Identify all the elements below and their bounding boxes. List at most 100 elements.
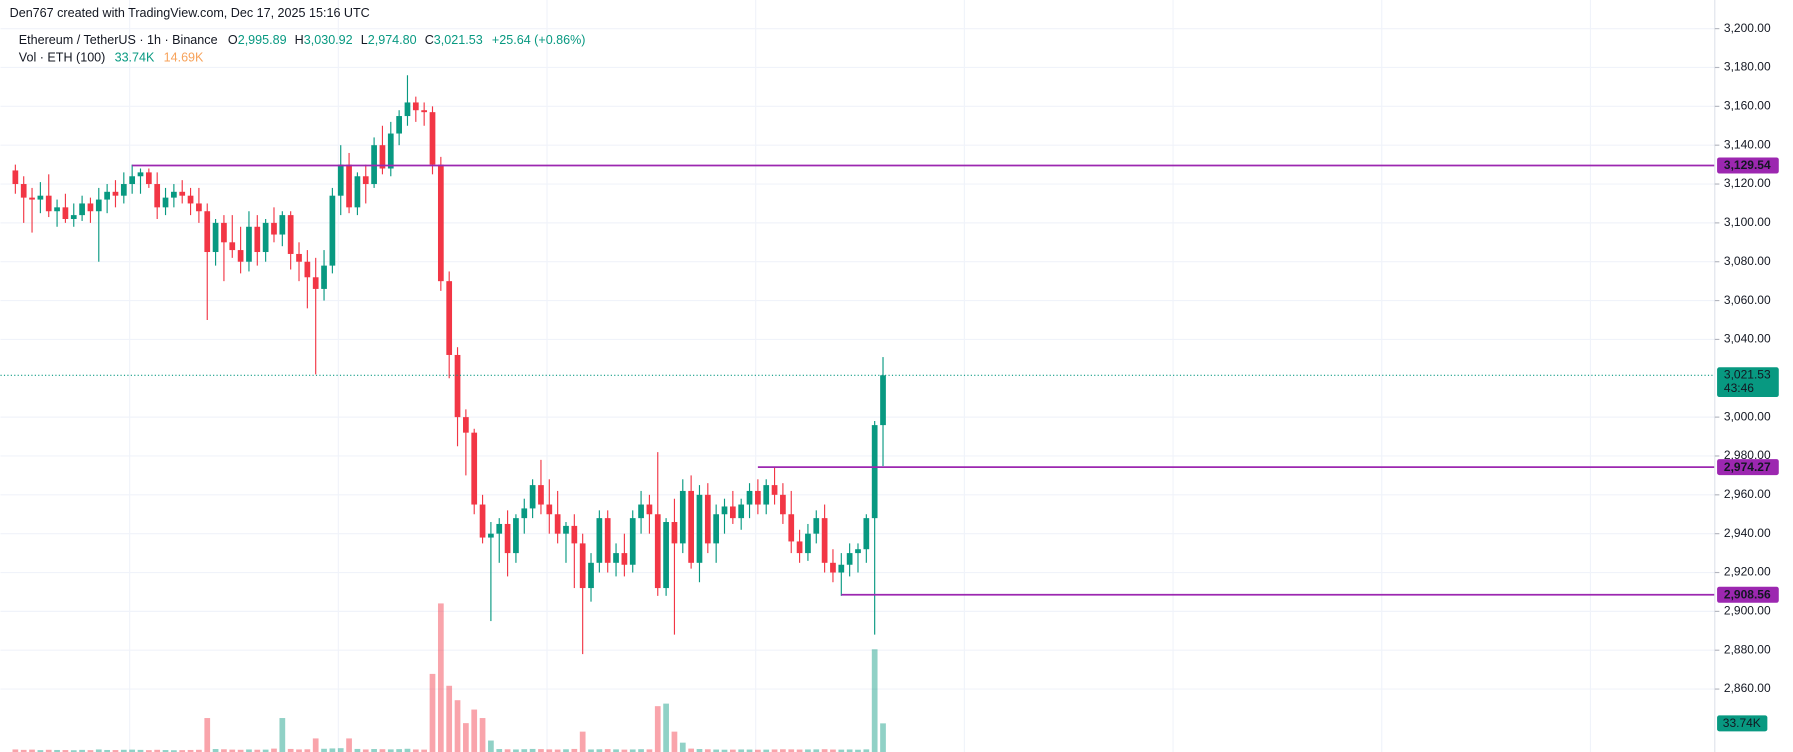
volume-bar — [371, 749, 377, 752]
candle-body — [579, 543, 586, 589]
volume-bar — [429, 673, 436, 752]
volume-bar — [463, 723, 469, 752]
candle-body — [246, 226, 252, 262]
candle-body — [813, 518, 820, 534]
candle-body — [479, 504, 486, 538]
candle-body — [396, 116, 402, 134]
volume-bar — [838, 749, 845, 752]
candle-body — [563, 525, 569, 534]
candle-body — [196, 203, 202, 212]
candle-body — [54, 207, 60, 212]
volume-bar — [629, 749, 636, 752]
candle-body — [504, 523, 511, 554]
y-tick-label: 2,940.00 — [1724, 526, 1771, 540]
volume-bar — [287, 748, 294, 752]
volume-title: Vol · ETH (100) — [19, 51, 106, 65]
candle-body — [120, 184, 127, 196]
level-tag — [1717, 459, 1779, 476]
candle-body — [329, 195, 336, 266]
candle-body — [704, 494, 711, 544]
ohlc-value: 2,974.80 — [368, 33, 417, 47]
candle-body — [463, 417, 469, 433]
candle-body — [604, 518, 611, 563]
y-tick-label: 3,160.00 — [1724, 99, 1771, 113]
volume-bar — [179, 750, 186, 752]
candle-body — [304, 261, 311, 278]
volume-bar — [746, 749, 753, 752]
candle-body — [596, 518, 603, 563]
volume-bar — [70, 750, 77, 752]
y-tick-label: 3,200.00 — [1724, 21, 1771, 35]
candle-body — [755, 490, 761, 505]
volume-bar — [871, 649, 878, 752]
candle-body — [262, 222, 269, 253]
volume-bar — [329, 748, 336, 752]
volume-bar — [855, 749, 861, 752]
candle-body — [838, 564, 845, 573]
y-tick-label: 2,880.00 — [1724, 642, 1771, 656]
candle-body — [362, 176, 369, 185]
volume-bar — [129, 749, 136, 752]
level-label: 2,974.27 — [1724, 460, 1771, 474]
candle-body — [437, 164, 444, 282]
volume-bar — [354, 748, 361, 752]
volume-bar — [521, 749, 528, 752]
volume-bar — [488, 740, 494, 752]
volume-value: 33.74K — [115, 51, 155, 65]
candle-body — [229, 242, 236, 251]
volume-bar — [554, 749, 561, 752]
volume-bar — [87, 750, 94, 752]
volume-bar — [679, 742, 686, 752]
volume-bar — [254, 749, 261, 752]
volume-bar — [29, 749, 35, 752]
volume-bar — [145, 750, 152, 752]
volume-bar — [196, 749, 202, 752]
candle-body — [346, 164, 352, 208]
candle-body — [871, 425, 878, 519]
volume-bar — [663, 703, 669, 752]
volume-ma: 14.69K — [164, 51, 204, 65]
candle-body — [287, 215, 294, 254]
candle-body — [488, 533, 494, 538]
volume-bar — [446, 685, 453, 752]
candle-body — [321, 265, 327, 289]
candle-body — [279, 215, 286, 235]
candle-body — [104, 191, 110, 200]
volume-bar — [246, 749, 252, 752]
volume-bar — [137, 749, 144, 752]
volume-bar — [771, 749, 778, 752]
volume-bar — [646, 749, 653, 752]
candle-body — [296, 253, 302, 262]
level-tag — [1717, 157, 1779, 174]
volume-bar — [437, 603, 444, 752]
volume-bar — [538, 749, 544, 752]
candle-body — [654, 514, 661, 589]
candle-body — [496, 523, 503, 534]
overlays — [0, 164, 1715, 596]
candle-body — [404, 102, 411, 117]
level-tag — [1717, 586, 1779, 603]
change: +25.64 (+0.86%) — [492, 33, 586, 47]
current-price-label: 3,021.53 — [1724, 367, 1771, 381]
volume-bar — [496, 749, 503, 752]
candle-body — [379, 145, 386, 169]
ohlc-value: 3,021.53 — [434, 33, 483, 47]
volume-bar — [638, 749, 644, 752]
y-tick-label: 2,900.00 — [1724, 604, 1771, 618]
volume-bar — [613, 749, 619, 752]
candle-body — [821, 518, 828, 563]
volume-bar — [780, 749, 786, 752]
volume-tag-label: 33.74K — [1723, 716, 1761, 730]
candle-body — [679, 490, 686, 544]
volume-bar — [79, 749, 85, 752]
y-tick-label: 2,980.00 — [1724, 448, 1771, 462]
y-tick-label: 3,000.00 — [1724, 409, 1771, 423]
volume-legend: Vol · ETH (100) 33.74K 14.69K — [19, 51, 204, 65]
candle-body — [788, 514, 795, 542]
volume-bar — [821, 749, 828, 752]
candle-body — [37, 195, 44, 200]
volume-bar — [262, 749, 269, 752]
ohlc-key: H — [295, 33, 304, 47]
